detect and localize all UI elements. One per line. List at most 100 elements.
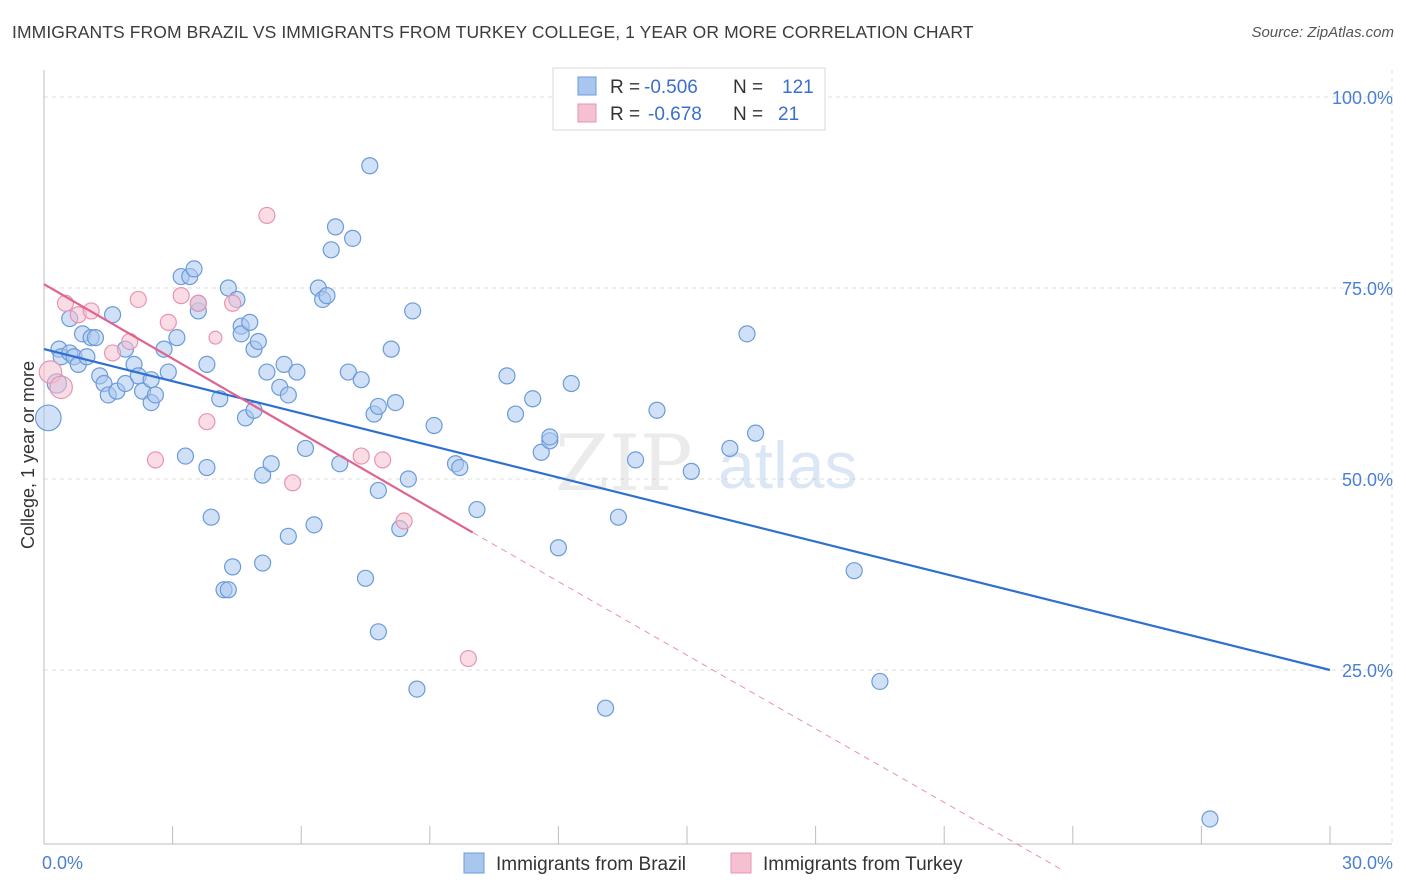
point-brazil xyxy=(451,458,469,477)
point-turkey xyxy=(208,330,223,345)
legend-r-label-brazil: R = xyxy=(610,77,640,98)
point-brazil xyxy=(258,363,276,381)
point-brazil xyxy=(318,287,336,305)
point-brazil xyxy=(305,516,323,534)
point-brazil xyxy=(339,363,357,381)
point-brazil xyxy=(275,355,293,373)
point-turkey xyxy=(374,451,392,469)
trend-lines xyxy=(43,283,1331,870)
bottom-legend-brazil: Immigrants from Brazil xyxy=(496,854,686,875)
y-axis-label: College, 1 year or more xyxy=(18,361,38,549)
point-brazil xyxy=(532,443,550,461)
point-turkey xyxy=(103,344,122,362)
bottom-legend-turkey: Immigrants from Turkey xyxy=(763,854,963,875)
x-tick-labels: 0.0% 30.0% xyxy=(42,853,1393,873)
watermark-zip: ZIP xyxy=(555,419,693,509)
point-brazil xyxy=(738,325,756,343)
point-brazil xyxy=(86,329,105,347)
source-credit: Source: ZipAtlas.com xyxy=(1251,24,1394,41)
trend-line-brazil xyxy=(43,348,1331,672)
point-brazil xyxy=(382,340,400,358)
point-turkey xyxy=(258,206,276,225)
point-brazil xyxy=(408,680,426,698)
point-brazil xyxy=(549,539,568,557)
point-brazil xyxy=(254,466,272,484)
point-brazil xyxy=(369,481,387,500)
point-brazil xyxy=(168,329,186,347)
y-tick-label: 50.0% xyxy=(1342,470,1393,490)
chart-title: IMMIGRANTS FROM BRAZIL VS IMMIGRANTS FRO… xyxy=(12,22,974,42)
axes xyxy=(43,70,1392,845)
point-turkey xyxy=(129,290,147,309)
point-brazil xyxy=(596,699,615,717)
point-brazil xyxy=(425,416,443,435)
point-brazil xyxy=(369,397,387,416)
point-brazil xyxy=(682,462,700,480)
point-brazil xyxy=(524,390,542,408)
point-brazil xyxy=(288,363,306,381)
point-brazil xyxy=(1201,810,1219,828)
point-turkey xyxy=(395,512,413,530)
point-brazil xyxy=(361,157,379,175)
point-turkey xyxy=(172,287,190,305)
point-brazil xyxy=(746,424,765,442)
point-brazil xyxy=(648,401,666,419)
legend-r-label-turkey: R = xyxy=(610,104,640,125)
x-tick-label: 0.0% xyxy=(42,853,83,873)
point-brazil xyxy=(356,569,375,587)
point-brazil xyxy=(404,302,422,320)
point-turkey xyxy=(49,375,73,400)
point-brazil xyxy=(198,355,216,373)
y-tick-label: 100.0% xyxy=(1332,88,1393,108)
point-brazil xyxy=(871,672,889,691)
point-turkey xyxy=(224,294,242,312)
point-brazil xyxy=(279,527,297,545)
watermark-atlas: atlas xyxy=(718,428,857,502)
legend-n-value-brazil: 121 xyxy=(782,77,814,98)
point-brazil xyxy=(609,508,628,526)
point-brazil xyxy=(224,558,242,576)
point-brazil xyxy=(626,451,645,469)
trend-line-turkey-extension xyxy=(472,532,1061,870)
x-tick-label: 30.0% xyxy=(1342,853,1393,873)
point-brazil xyxy=(506,405,525,423)
watermark: ZIP atlas xyxy=(555,419,857,509)
point-brazil xyxy=(498,367,516,385)
point-turkey xyxy=(284,474,302,492)
point-brazil xyxy=(562,374,580,393)
point-brazil xyxy=(34,404,62,432)
bottom-legend: Immigrants from Brazil Immigrants from T… xyxy=(463,852,963,875)
point-brazil xyxy=(386,394,405,412)
point-brazil xyxy=(721,439,739,458)
point-brazil xyxy=(241,313,259,331)
point-turkey xyxy=(146,451,165,469)
point-brazil xyxy=(249,332,267,351)
trend-line-turkey xyxy=(43,283,474,534)
point-brazil xyxy=(322,241,340,259)
point-brazil xyxy=(78,348,96,366)
point-brazil xyxy=(202,508,220,526)
point-brazil xyxy=(185,260,203,278)
legend-r-value-turkey: -0.678 xyxy=(648,104,702,125)
point-brazil xyxy=(279,386,297,404)
bottom-legend-swatch-brazil xyxy=(463,852,485,874)
legend-swatch-brazil xyxy=(577,76,597,96)
point-turkey xyxy=(198,413,216,431)
legend-n-label-turkey: N = xyxy=(733,104,763,125)
legend-r-value-brazil: -0.506 xyxy=(644,77,698,98)
y-tick-label: 25.0% xyxy=(1342,661,1393,681)
point-brazil xyxy=(344,229,362,247)
legend-swatch-turkey xyxy=(577,103,597,123)
point-brazil xyxy=(146,386,165,404)
bottom-legend-swatch-turkey xyxy=(730,852,752,874)
point-brazil xyxy=(468,500,486,519)
point-brazil xyxy=(399,470,417,488)
point-brazil xyxy=(541,428,559,446)
point-brazil xyxy=(176,447,195,465)
point-brazil xyxy=(116,374,135,393)
point-turkey xyxy=(189,294,207,312)
point-brazil xyxy=(262,455,280,473)
point-turkey xyxy=(459,649,477,668)
legend-n-value-turkey: 21 xyxy=(778,104,799,125)
